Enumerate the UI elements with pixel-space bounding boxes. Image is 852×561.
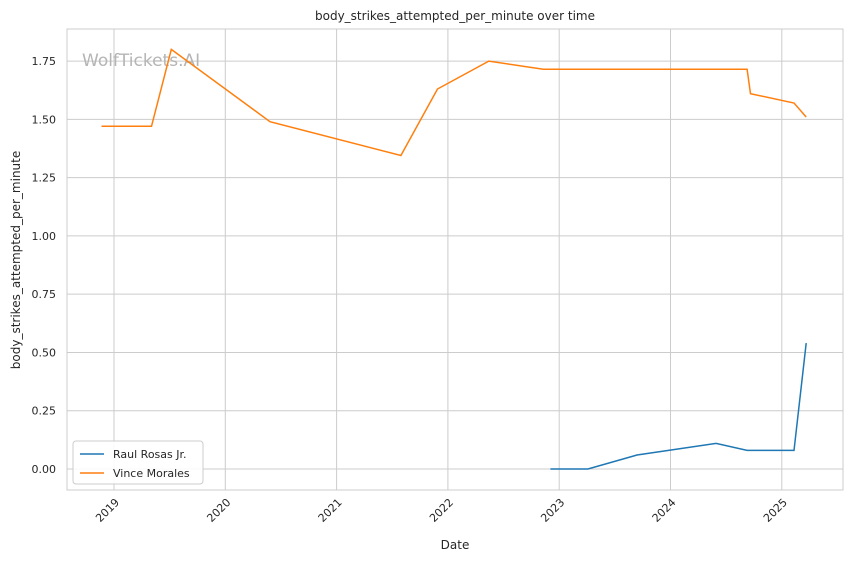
series-line-1 [101, 48, 807, 157]
legend: Raul Rosas Jr. Vince Morales [72, 440, 204, 485]
y-tick-label: 0.50 [32, 346, 57, 359]
x-tick-label: 2025 [761, 496, 790, 525]
series-lines [101, 48, 807, 470]
y-tick-label: 1.00 [32, 230, 57, 243]
y-tick-label: 1.50 [32, 113, 57, 126]
plot-frame [66, 28, 844, 491]
legend-box [72, 440, 204, 485]
legend-label: Raul Rosas Jr. [113, 448, 187, 461]
x-axis-label: Date [441, 538, 470, 552]
x-axis-ticks: 2019 2020 2021 2022 2023 2024 2025 [93, 496, 790, 525]
x-tick-label: 2022 [427, 496, 456, 525]
watermark: WolfTickets.AI [82, 51, 200, 71]
y-tick-label: 0.25 [32, 405, 57, 418]
chart-title: body_strikes_attempted_per_minute over t… [315, 9, 595, 23]
x-tick-label: 2020 [204, 496, 233, 525]
y-axis-label: body_strikes_attempted_per_minute [9, 151, 23, 369]
y-tick-label: 0.75 [32, 288, 57, 301]
x-tick-label: 2023 [538, 496, 567, 525]
y-tick-label: 0.00 [32, 463, 57, 476]
y-tick-label: 1.25 [32, 172, 57, 185]
x-tick-label: 2021 [316, 496, 345, 525]
y-axis-ticks: 0.00 0.25 0.50 0.75 1.00 1.25 1.50 1.75 [32, 55, 57, 476]
x-tick-label: 2024 [650, 496, 679, 525]
y-tick-label: 1.75 [32, 55, 57, 68]
x-tick-label: 2019 [93, 496, 122, 525]
grid [67, 29, 843, 490]
legend-label: Vince Morales [113, 467, 190, 480]
series-line-0 [550, 343, 807, 470]
